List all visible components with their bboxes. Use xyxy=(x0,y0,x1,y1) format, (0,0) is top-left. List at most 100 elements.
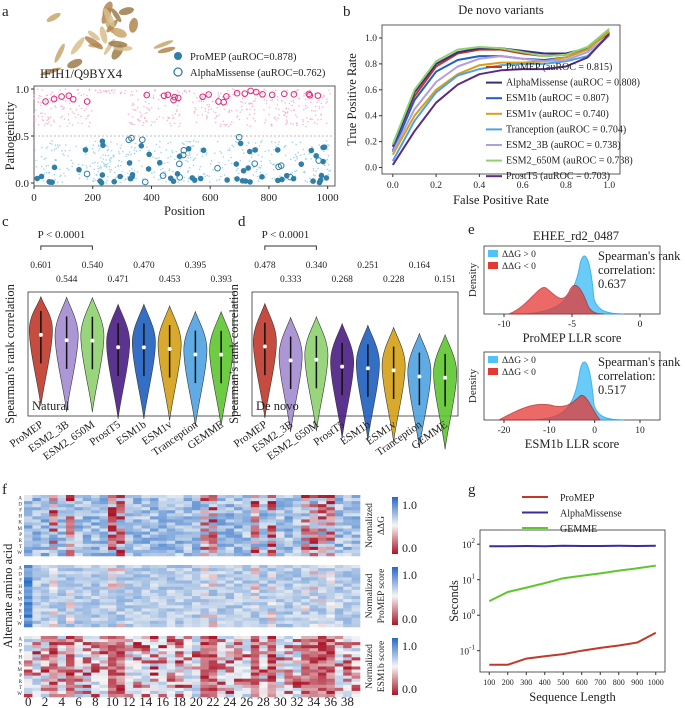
heatmap-cell xyxy=(217,687,226,692)
background-point xyxy=(51,91,53,94)
heatmap-cell xyxy=(24,516,33,520)
heatmap-cell xyxy=(351,549,361,554)
legend-label-positive: ΔΔG > 0 xyxy=(502,356,536,366)
alphamissense-point xyxy=(83,170,91,178)
heatmap-cell xyxy=(200,495,210,499)
alphamissense-point xyxy=(180,147,188,154)
background-point xyxy=(282,110,284,113)
heatmap-cell xyxy=(200,663,210,667)
background-point xyxy=(106,149,109,152)
x-tick-label-g: 300 xyxy=(520,678,532,687)
heatmap-cell xyxy=(133,669,142,673)
heatmap-cell xyxy=(74,565,84,569)
heatmap-cell xyxy=(217,605,226,609)
background-point xyxy=(61,181,64,183)
heatmap-cell xyxy=(40,531,50,535)
heatmap-cell xyxy=(141,645,151,649)
background-point xyxy=(249,125,252,128)
heatmap-cell xyxy=(166,586,176,591)
heatmap-cell xyxy=(250,684,260,689)
background-point xyxy=(128,121,131,124)
background-point xyxy=(289,158,292,161)
heatmap-cell xyxy=(250,580,260,584)
x-tick-label-f: 32 xyxy=(291,694,304,708)
heatmap-cell xyxy=(242,684,252,689)
background-point xyxy=(225,123,228,126)
heatmap-cell xyxy=(133,571,142,575)
heatmap-cell xyxy=(124,540,134,545)
background-point xyxy=(187,177,190,180)
heatmap-cell xyxy=(40,580,50,584)
heatmap-cell xyxy=(276,681,285,686)
heatmap-cell xyxy=(351,577,361,581)
heatmap-cell xyxy=(250,639,260,643)
heatmap-cell xyxy=(158,693,168,698)
heatmap-cell xyxy=(175,684,184,689)
background-point xyxy=(238,118,241,121)
background-point xyxy=(318,107,321,110)
background-point xyxy=(40,95,42,98)
heatmap-cell xyxy=(91,498,100,502)
heatmap-cell xyxy=(225,549,235,554)
heatmap-cell xyxy=(57,651,67,655)
background-point xyxy=(328,89,330,91)
heatmap-cell xyxy=(309,611,319,615)
y-axis-label-c: Spearman's rank correlation xyxy=(3,283,17,423)
heatmap-cell xyxy=(351,501,361,505)
heatmap-cell xyxy=(259,684,268,689)
heatmap-cell xyxy=(334,501,344,505)
alphamissense-point xyxy=(199,93,206,101)
heatmap-cell xyxy=(208,654,218,658)
panel-letter-f: f xyxy=(2,482,7,498)
background-point xyxy=(93,177,95,180)
heatmap-cell xyxy=(175,690,184,695)
background-point xyxy=(246,108,248,111)
heatmap-cell xyxy=(82,565,92,569)
heatmap-cell xyxy=(150,648,159,652)
heatmap-cell xyxy=(141,675,151,679)
heatmap-cell xyxy=(183,678,193,683)
heatmap-cell xyxy=(225,543,235,548)
background-point xyxy=(299,141,302,144)
heatmap-cell xyxy=(40,602,50,606)
heatmap-cell xyxy=(217,516,226,520)
heatmap-cell xyxy=(24,580,33,584)
heatmap-cell xyxy=(267,602,277,606)
background-point xyxy=(317,167,319,170)
heatmap-cell xyxy=(292,583,302,587)
heatmap-cell xyxy=(66,608,75,612)
heatmap-cell xyxy=(57,639,67,643)
heatmap-cell xyxy=(82,596,92,600)
density-negative-ddg xyxy=(498,394,602,421)
heatmap-cell xyxy=(40,681,50,686)
heatmap-cell xyxy=(259,589,268,594)
heatmap-cell xyxy=(276,636,285,640)
heatmap-cell xyxy=(32,690,42,695)
background-point xyxy=(119,147,122,149)
heatmap-cell xyxy=(124,617,134,622)
heatmap-cell xyxy=(292,565,302,569)
heatmap-cell xyxy=(343,614,352,618)
heatmap-cell xyxy=(259,642,268,646)
heatmap-cell xyxy=(343,583,352,587)
background-point xyxy=(254,120,257,122)
background-point xyxy=(59,168,61,171)
heatmap-cell xyxy=(267,690,277,695)
heatmap-cell xyxy=(318,498,327,502)
heatmap-cell xyxy=(24,525,33,529)
heatmap-cell xyxy=(242,540,252,545)
x-tick-label-f: 28 xyxy=(257,694,270,708)
heatmap-cell xyxy=(175,620,184,625)
background-point xyxy=(270,123,272,126)
heatmap-cell xyxy=(301,654,310,658)
background-point xyxy=(261,155,263,158)
heatmap-cell xyxy=(208,592,218,597)
background-point xyxy=(263,88,265,91)
heatmap-cell xyxy=(49,522,58,526)
heatmap-cell xyxy=(343,543,352,548)
background-point xyxy=(98,149,100,152)
heatmap-cell xyxy=(74,543,84,548)
heatmap-cell xyxy=(91,574,100,578)
heatmap-cell xyxy=(133,549,142,554)
heatmap-cell xyxy=(208,498,218,502)
